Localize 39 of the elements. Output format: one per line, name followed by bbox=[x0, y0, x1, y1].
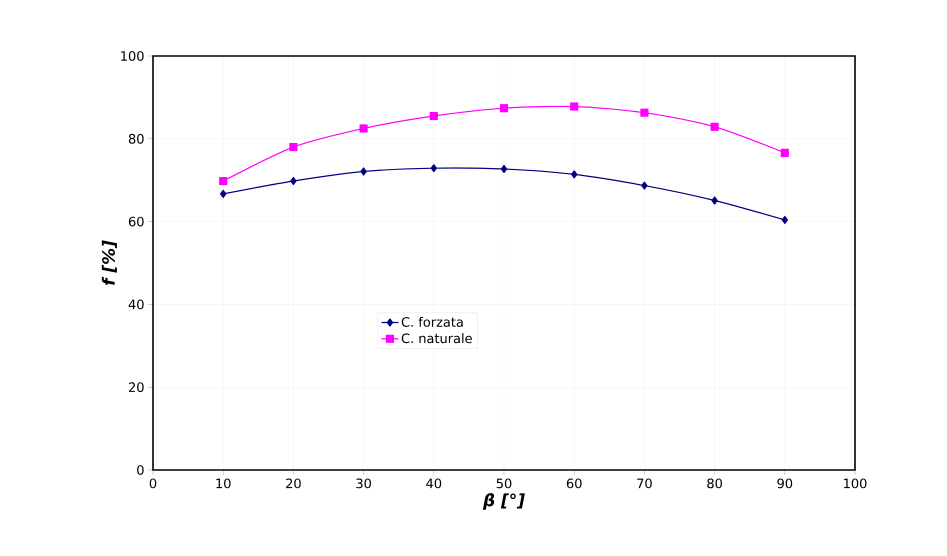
point bbox=[711, 196, 718, 205]
x-tick-label: 90 bbox=[777, 478, 792, 488]
point bbox=[430, 164, 438, 172]
point bbox=[360, 124, 368, 133]
x-tick-label: 10 bbox=[216, 478, 231, 488]
y-tick-label: 20 bbox=[128, 382, 144, 392]
x-tick-label: 30 bbox=[356, 478, 371, 488]
point bbox=[710, 122, 719, 131]
x-tick-label: 0 bbox=[150, 478, 156, 488]
x-tick-label: 70 bbox=[637, 478, 652, 488]
point bbox=[640, 108, 648, 117]
y-tick-label: 80 bbox=[128, 134, 144, 144]
legend-label: C. naturale bbox=[402, 333, 472, 344]
legend-label: C. forzata bbox=[402, 316, 463, 327]
y-tick-label: 60 bbox=[128, 216, 144, 226]
point bbox=[500, 164, 508, 174]
point bbox=[500, 104, 508, 112]
point bbox=[290, 176, 297, 186]
point bbox=[782, 216, 788, 224]
x-tick-label: 50 bbox=[496, 478, 512, 488]
y-tick-label: 40 bbox=[128, 300, 144, 310]
point bbox=[289, 142, 298, 152]
point bbox=[570, 102, 578, 111]
x-axis-title: β [°] bbox=[482, 493, 525, 510]
point bbox=[220, 190, 226, 198]
point bbox=[641, 181, 648, 190]
point bbox=[570, 170, 578, 178]
x-tick-label: 80 bbox=[707, 478, 722, 488]
point bbox=[430, 112, 438, 120]
point bbox=[219, 176, 228, 186]
y-tick-label: 0 bbox=[137, 465, 144, 475]
x-tick-label: 100 bbox=[844, 478, 866, 488]
point bbox=[360, 167, 367, 176]
y-axis-title: f [%] bbox=[102, 240, 117, 286]
x-tick-label: 60 bbox=[566, 478, 582, 488]
x-tick-label: 40 bbox=[426, 478, 442, 488]
x-tick-label: 20 bbox=[286, 478, 301, 488]
point bbox=[780, 148, 789, 157]
y-tick-label: 100 bbox=[121, 51, 144, 61]
